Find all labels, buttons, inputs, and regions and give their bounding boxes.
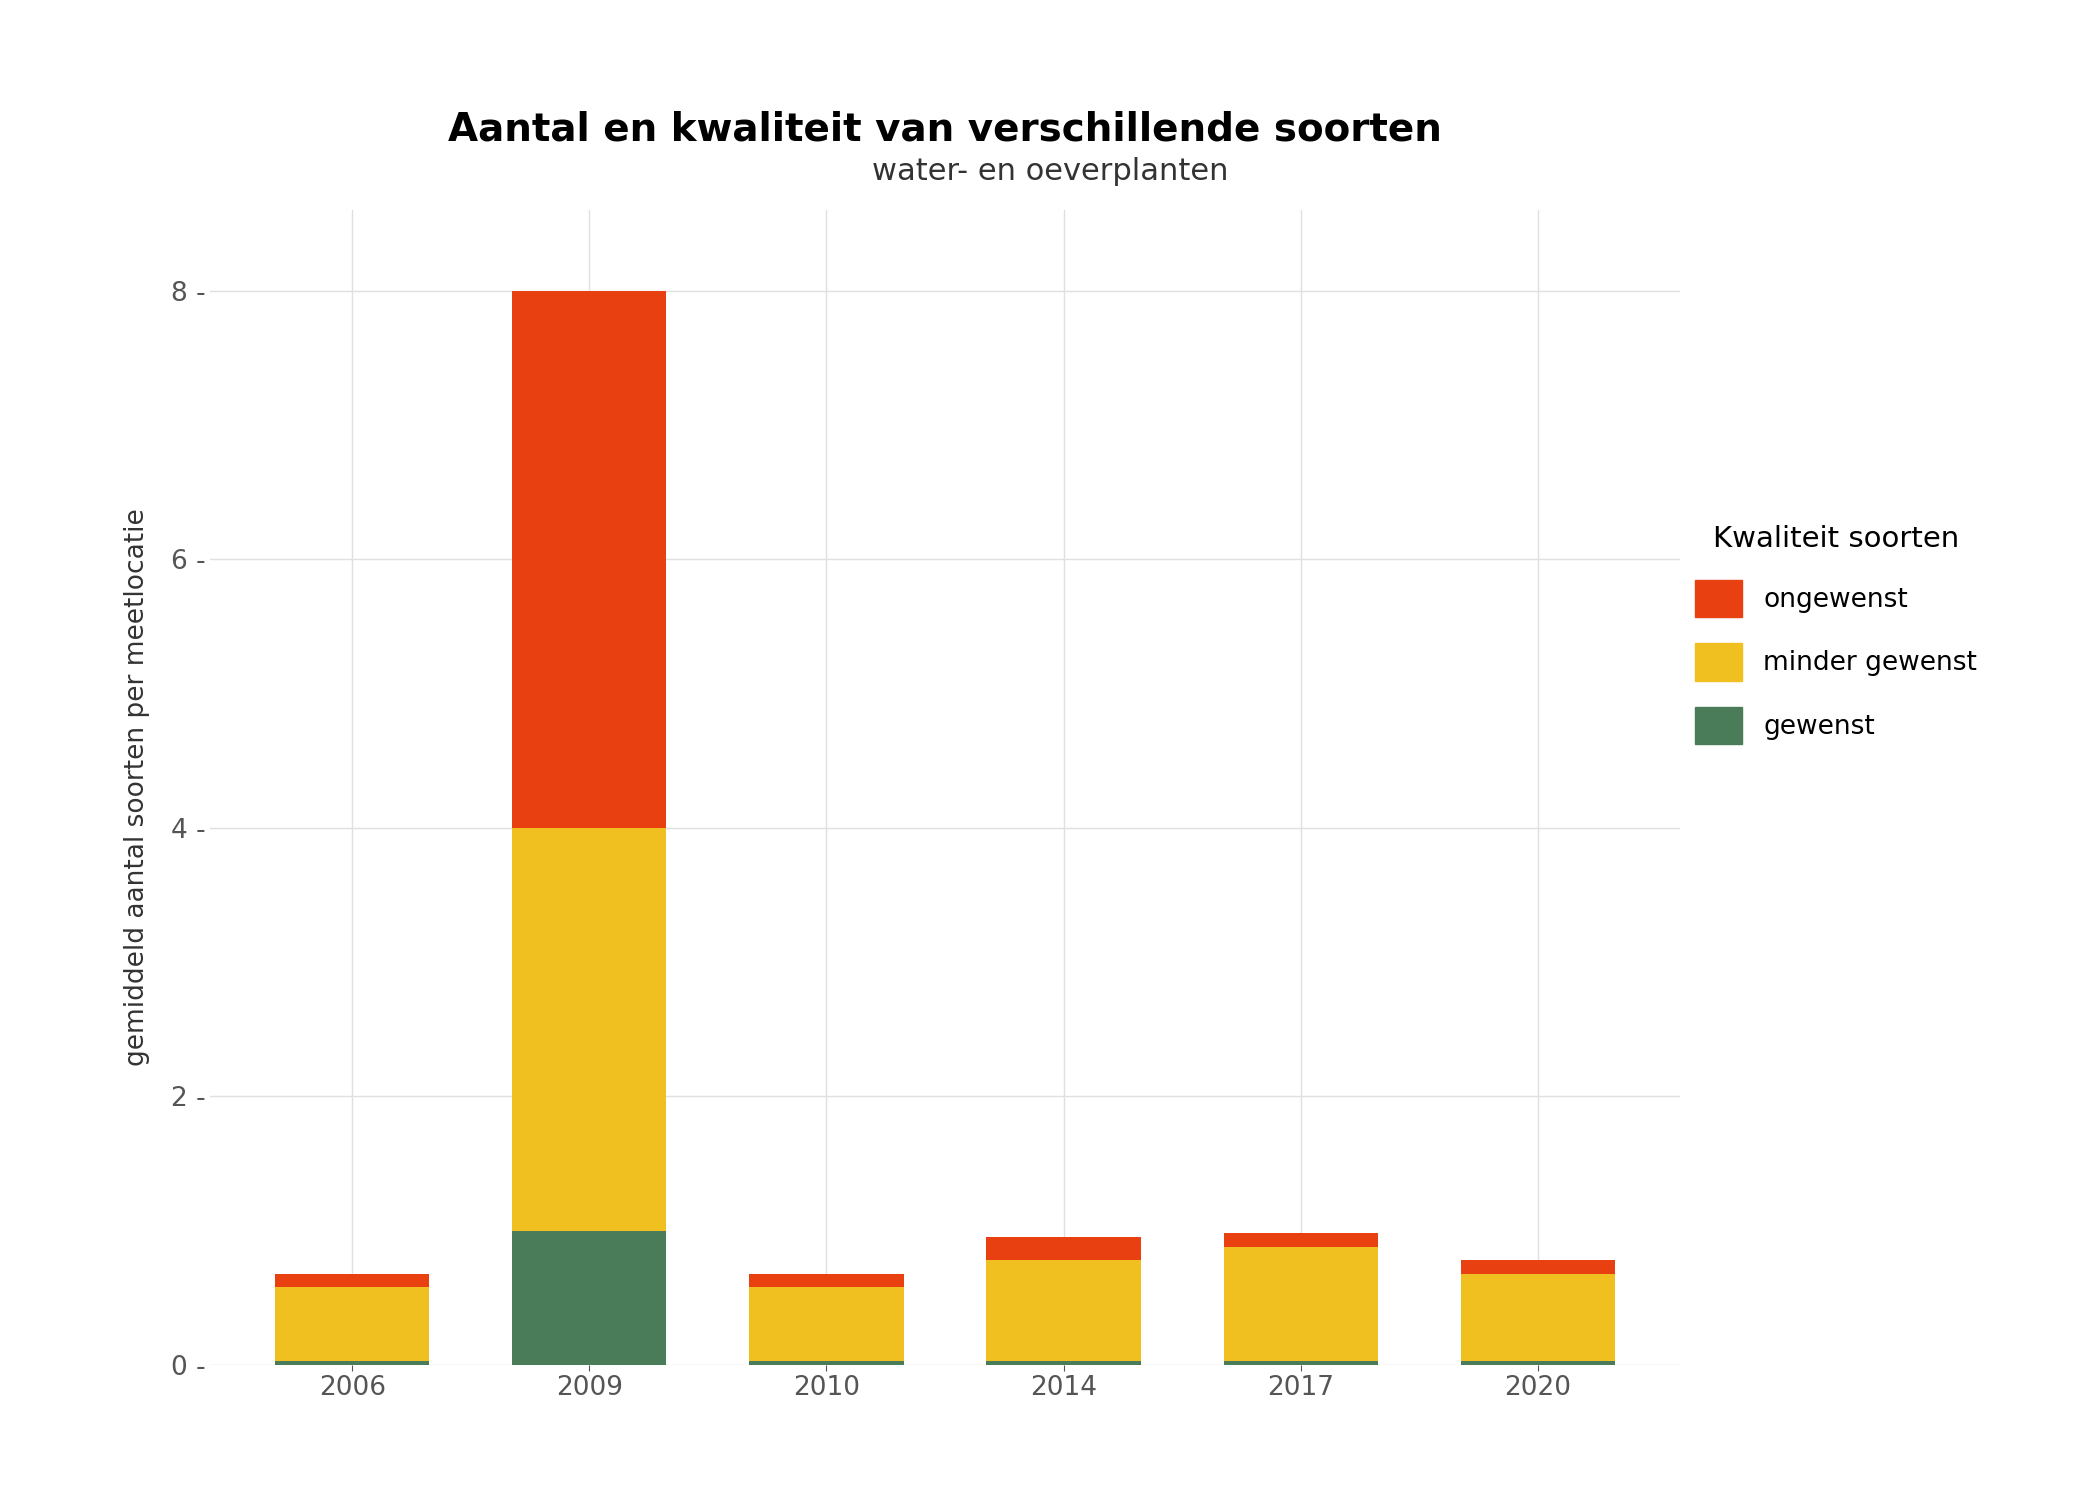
Bar — [1462, 1360, 1615, 1365]
Legend: ongewenst, minder gewenst, gewenst: ongewenst, minder gewenst, gewenst — [1682, 512, 1991, 758]
Text: water- en oeverplanten: water- en oeverplanten — [872, 158, 1228, 186]
Bar — [1224, 1246, 1378, 1360]
Bar — [1462, 1260, 1615, 1274]
Bar — [750, 1287, 903, 1360]
Bar — [512, 291, 666, 828]
Bar — [512, 1230, 666, 1365]
Bar — [275, 1287, 428, 1360]
Bar — [1224, 1360, 1378, 1365]
Bar — [275, 1360, 428, 1365]
Bar — [275, 1274, 428, 1287]
Bar — [987, 1260, 1140, 1360]
Y-axis label: gemiddeld aantal soorten per meetlocatie: gemiddeld aantal soorten per meetlocatie — [124, 509, 149, 1066]
Bar — [987, 1360, 1140, 1365]
Bar — [750, 1274, 903, 1287]
Bar — [1462, 1274, 1615, 1360]
Bar — [512, 828, 666, 1230]
Bar — [1224, 1233, 1378, 1246]
Bar — [987, 1238, 1140, 1260]
Bar — [750, 1360, 903, 1365]
Title: Aantal en kwaliteit van verschillende soorten: Aantal en kwaliteit van verschillende so… — [447, 111, 1443, 148]
